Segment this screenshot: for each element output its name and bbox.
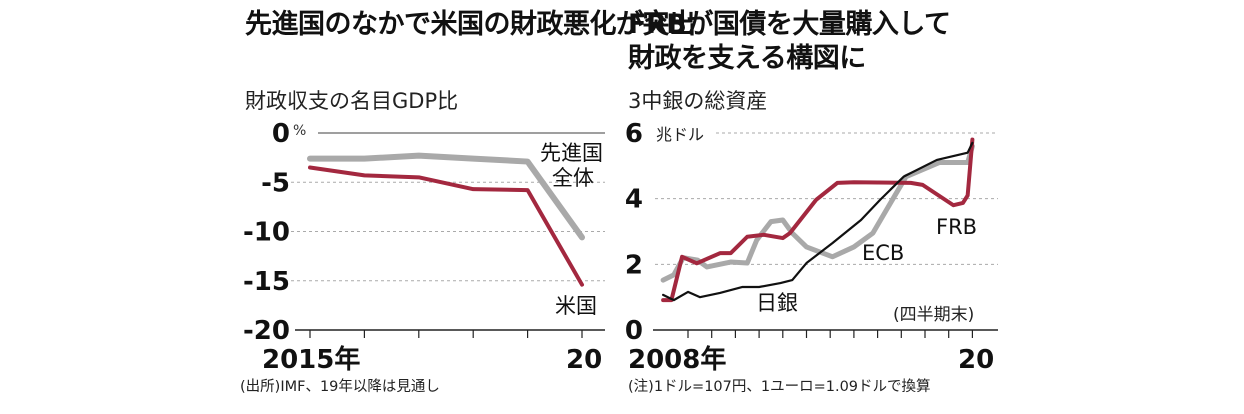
series-label-advanced: 全体 bbox=[552, 166, 594, 190]
series-label-boj: 日銀 bbox=[756, 291, 798, 315]
y-tick-label: 0 bbox=[272, 119, 290, 149]
series-label-advanced: 先進国 bbox=[540, 141, 603, 165]
right-title-line-1: FRBが国債を大量購入して bbox=[628, 9, 951, 40]
series-label-ecb: ECB bbox=[862, 241, 904, 265]
y-tick-label: -20 bbox=[243, 316, 290, 346]
x-tick-label: 2015年 bbox=[262, 344, 360, 375]
y-unit-label: % bbox=[293, 123, 306, 139]
right-chart-title: FRBが国債を大量購入して 財政を支える構図に bbox=[628, 8, 951, 76]
right-chart-subtitle: 3中銀の総資産 bbox=[628, 89, 768, 113]
x-tick-label: 20 bbox=[566, 345, 602, 375]
left-chart-title: 先進国のなかで米国の財政悪化が突出 bbox=[245, 9, 696, 40]
left-chart-note: (出所)IMF、19年以降は見通し bbox=[240, 379, 440, 395]
series-line-frb bbox=[661, 137, 975, 303]
y-tick-label: 0 bbox=[625, 316, 643, 346]
y-tick-label: -10 bbox=[243, 218, 290, 248]
y-tick-label: 4 bbox=[625, 185, 643, 215]
y-tick-label: -5 bbox=[261, 168, 290, 198]
series-line-boj bbox=[662, 141, 974, 302]
series-line-advanced bbox=[307, 152, 585, 241]
right-title-line-2: 財政を支える構図に bbox=[628, 43, 866, 74]
series-line-us bbox=[308, 165, 584, 287]
period-note: (四半期末) bbox=[893, 305, 974, 325]
left-chart-subtitle: 財政収支の名目GDP比 bbox=[245, 89, 459, 113]
right-chart-note: (注)1ドル=107円、1ユーロ=1.09ドルで換算 bbox=[628, 379, 931, 395]
x-tick-label: 20 bbox=[958, 345, 994, 375]
y-tick-label: -15 bbox=[243, 267, 290, 297]
y-tick-label: 6 bbox=[625, 119, 643, 149]
x-tick-label: 2008年 bbox=[628, 344, 726, 375]
series-label-frb: FRB bbox=[936, 215, 977, 239]
y-tick-label: 2 bbox=[625, 250, 643, 280]
series-label-us: 米国 bbox=[555, 294, 597, 318]
y-unit-label: 兆ドル bbox=[656, 125, 704, 144]
